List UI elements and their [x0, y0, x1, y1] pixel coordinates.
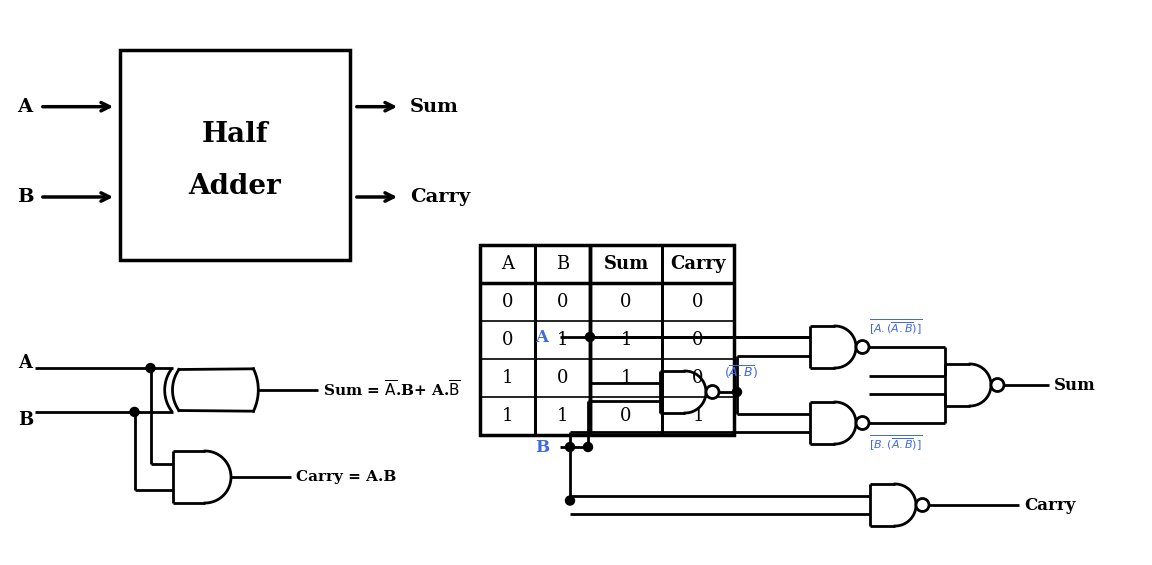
Text: 0: 0: [502, 293, 514, 311]
Bar: [480, 245, 734, 435]
Text: B: B: [18, 411, 33, 429]
Text: 1: 1: [502, 369, 514, 387]
Text: 0: 0: [692, 369, 704, 387]
Text: 1: 1: [502, 407, 514, 425]
Circle shape: [916, 498, 929, 511]
Text: 0: 0: [692, 331, 704, 349]
Text: B: B: [16, 188, 33, 206]
Text: Half: Half: [202, 120, 268, 147]
Circle shape: [584, 442, 592, 451]
Text: A: A: [18, 354, 32, 372]
Text: $\overline{[A.(\overline{A.B})]}$: $\overline{[A.(\overline{A.B})]}$: [869, 318, 923, 337]
Text: A: A: [501, 255, 514, 273]
Text: 0: 0: [692, 293, 704, 311]
Text: Adder: Adder: [189, 173, 281, 200]
Bar: [120, 50, 350, 260]
Circle shape: [566, 442, 575, 451]
Circle shape: [585, 332, 594, 341]
Text: 0: 0: [502, 331, 514, 349]
Circle shape: [146, 363, 156, 372]
Text: 0: 0: [620, 407, 631, 425]
Text: 1: 1: [556, 407, 568, 425]
Circle shape: [733, 388, 742, 397]
Text: Carry = A.B: Carry = A.B: [296, 470, 396, 484]
Text: Carry: Carry: [410, 188, 470, 206]
Text: 1: 1: [620, 369, 631, 387]
Text: 1: 1: [620, 331, 631, 349]
Circle shape: [856, 341, 869, 354]
Text: B: B: [535, 438, 550, 455]
Text: Carry: Carry: [670, 255, 726, 273]
Text: Sum: Sum: [604, 255, 649, 273]
Text: 1: 1: [556, 331, 568, 349]
Text: $(\overline{A.B})$: $(\overline{A.B})$: [723, 363, 758, 381]
Text: A: A: [17, 98, 32, 116]
Text: Sum: Sum: [410, 98, 458, 116]
Text: 0: 0: [620, 293, 631, 311]
Circle shape: [566, 496, 575, 505]
Text: 1: 1: [692, 407, 704, 425]
Text: 0: 0: [556, 293, 568, 311]
Text: Sum: Sum: [1054, 376, 1096, 393]
Text: B: B: [556, 255, 569, 273]
Circle shape: [130, 407, 139, 416]
Text: A: A: [535, 328, 548, 346]
Circle shape: [856, 416, 869, 429]
Circle shape: [706, 385, 719, 398]
Text: Carry: Carry: [1024, 497, 1075, 514]
Text: 0: 0: [556, 369, 568, 387]
Text: Sum = $\overline{\rm A}$.B+ A.$\overline{\rm B}$: Sum = $\overline{\rm A}$.B+ A.$\overline…: [324, 380, 461, 400]
Text: $\overline{[B.(\overline{A.B})]}$: $\overline{[B.(\overline{A.B})]}$: [869, 433, 923, 453]
Circle shape: [991, 379, 1005, 392]
